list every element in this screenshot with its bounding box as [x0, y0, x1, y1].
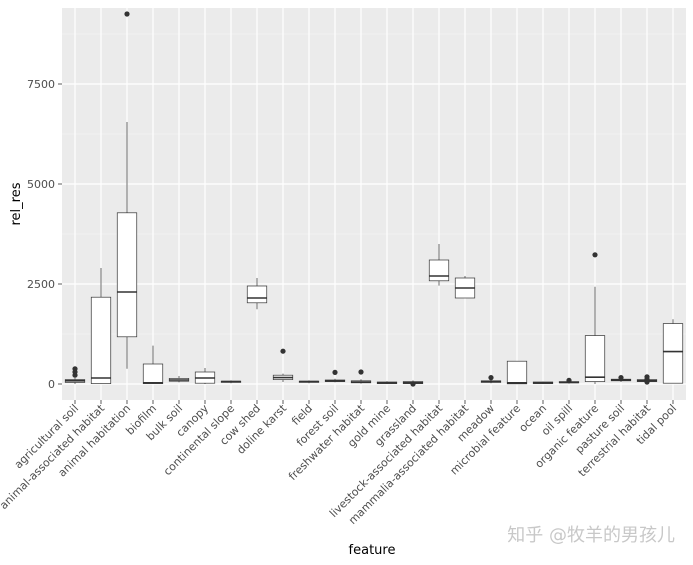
y-axis-title: rel_res: [9, 182, 24, 225]
box-iqr: [90, 296, 112, 384]
box-field: [298, 380, 320, 384]
box-iqr: [246, 285, 268, 304]
box-forest-soil: [324, 369, 346, 383]
outlier-point: [280, 348, 286, 354]
box-mammalia-associated-habitat: [454, 276, 476, 299]
box-iqr: [506, 360, 528, 385]
box-doline-karst: [272, 348, 294, 382]
box-meadow: [480, 375, 502, 384]
outlier-point: [332, 369, 338, 375]
box-gold-mine: [376, 381, 398, 384]
box-microbial-feature: [506, 360, 528, 385]
box-continental-slope: [220, 380, 242, 384]
box-iqr: [116, 212, 138, 338]
outlier-point: [410, 381, 416, 387]
outlier-point: [124, 11, 130, 17]
box-freshwater-habitat: [350, 369, 372, 384]
outlier-point: [358, 369, 364, 375]
watermark-text: 知乎 @牧羊的男孩儿: [507, 525, 675, 546]
box-organic-feature: [584, 252, 606, 384]
box-biofilm: [142, 345, 164, 384]
y-tick-label: 2500: [27, 278, 55, 291]
box-bulk-soil: [168, 376, 190, 383]
plot-panel: [62, 8, 686, 400]
outlier-point: [618, 375, 624, 381]
outlier-point: [592, 252, 598, 258]
box-canopy: [194, 368, 216, 384]
y-tick-label: 5000: [27, 178, 55, 191]
box-iqr: [662, 323, 684, 384]
box-agricultural-soil: [64, 366, 86, 384]
y-tick-label: 7500: [27, 78, 55, 91]
box-cow-shed: [246, 278, 268, 310]
box-iqr: [428, 259, 450, 282]
y-tick-label: 0: [48, 378, 55, 391]
box-tidal-pool: [662, 319, 684, 384]
box-iqr: [142, 363, 164, 384]
box-livestock-associated-habitat: [428, 244, 450, 286]
box-pasture-soil: [610, 375, 632, 382]
outlier-point: [488, 375, 494, 381]
outlier-point: [644, 374, 650, 380]
box-animal-associated-habitat: [90, 268, 112, 384]
box-oil-spill: [558, 377, 580, 384]
x-axis-title: feature: [349, 543, 396, 558]
box-series: [64, 11, 684, 387]
box-terrestrial-habitat: [636, 374, 658, 385]
box-grassland: [402, 380, 424, 387]
y-axis-ticks: 0 2500 5000 7500: [27, 78, 62, 391]
box-ocean: [532, 381, 554, 384]
box-animal-habitation: [116, 11, 138, 369]
outlier-point: [72, 366, 78, 372]
box-iqr: [584, 335, 606, 382]
outlier-point: [566, 377, 572, 383]
